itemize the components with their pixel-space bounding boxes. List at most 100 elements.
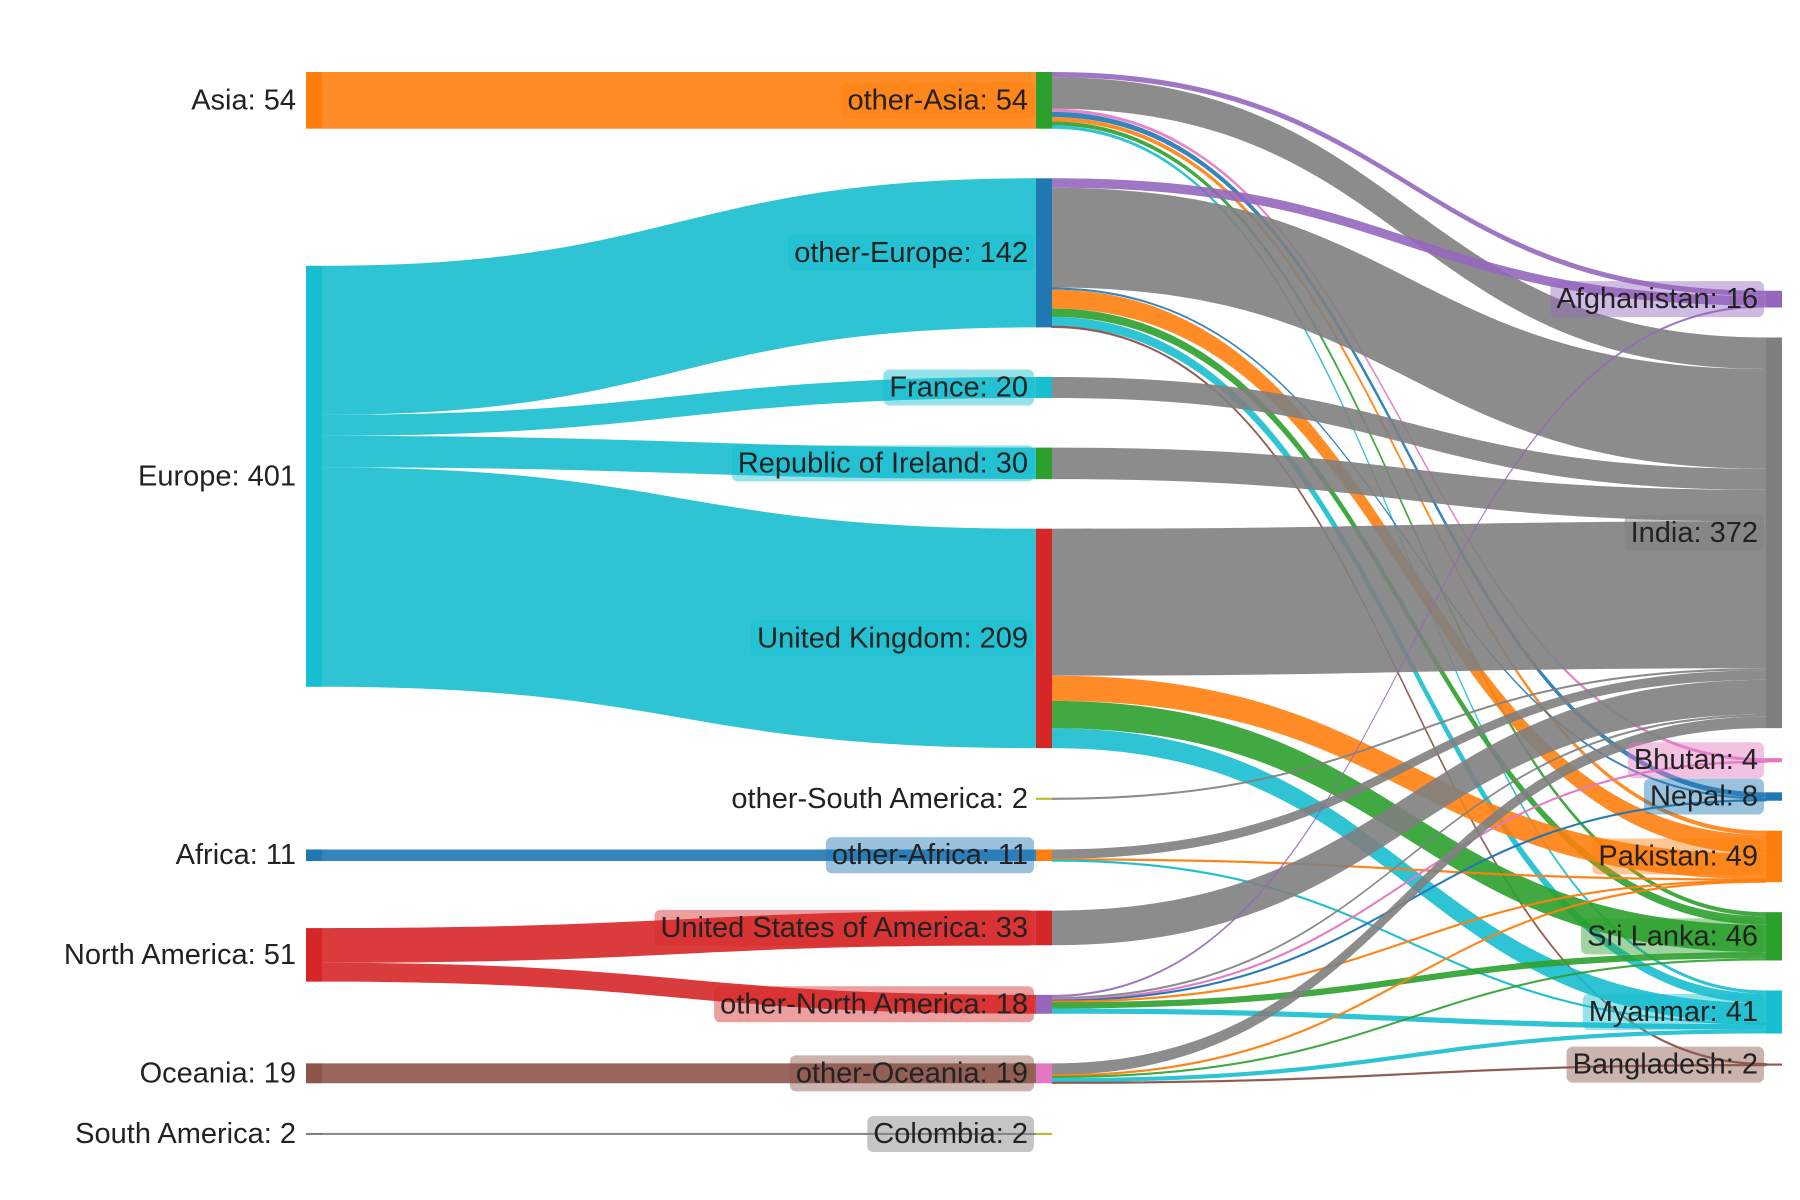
flow-link	[1052, 716, 1766, 1075]
label-background	[788, 234, 1034, 271]
label-background	[1627, 742, 1764, 779]
node-label: other-South America: 2	[731, 783, 1028, 815]
node-label: North America: 51	[64, 939, 296, 971]
node-label: Africa: 11	[176, 839, 296, 871]
flow-link	[322, 1132, 1036, 1135]
label-background	[1550, 281, 1764, 318]
node-label: United Kingdom: 209	[757, 622, 1028, 654]
links	[322, 72, 1767, 1135]
nodes	[306, 72, 1782, 1135]
node-label: Nepal: 8	[1650, 781, 1758, 813]
label-background	[789, 1055, 1034, 1092]
label-background	[867, 1115, 1034, 1152]
node-bar	[1036, 1132, 1052, 1135]
node-bar	[1766, 1063, 1782, 1066]
node-bar	[1766, 990, 1782, 1034]
node-label: Republic of Ireland: 30	[738, 447, 1028, 479]
node-label: India: 372	[1631, 517, 1758, 549]
flow-link	[1052, 958, 1766, 1079]
node-bar	[1036, 447, 1052, 480]
node-bar	[1766, 337, 1782, 729]
node-bar	[1766, 912, 1782, 961]
node-bar	[1766, 758, 1782, 763]
node-bar	[1036, 377, 1052, 398]
node-label: United States of America: 33	[660, 912, 1028, 944]
node-bar	[306, 928, 322, 982]
label-background	[1581, 918, 1764, 955]
label-background	[1643, 778, 1764, 815]
label-background	[1624, 514, 1764, 551]
node-bar	[306, 1063, 322, 1084]
flow-link	[1052, 377, 1766, 490]
node-label: Asia: 54	[191, 84, 296, 116]
label-background	[1582, 994, 1764, 1030]
node-bar	[306, 1132, 322, 1135]
node-label: Myanmar: 41	[1589, 996, 1758, 1028]
node-bar	[1036, 1063, 1052, 1084]
flow-link	[322, 910, 1036, 963]
node-label: other-Africa: 11	[832, 839, 1028, 871]
flow-link	[1052, 679, 1766, 946]
node-label: other-Asia: 54	[847, 84, 1028, 116]
node-label: Sri Lanka: 46	[1587, 920, 1758, 952]
node-label: Oceania: 19	[140, 1057, 296, 1089]
flow-link	[1052, 521, 1766, 676]
node-bar	[306, 72, 322, 129]
flow-link	[322, 849, 1036, 861]
node-label: Europe: 401	[138, 460, 296, 492]
label-background	[714, 986, 1034, 1023]
node-label: other-Europe: 142	[794, 237, 1028, 269]
flow-link	[322, 1063, 1036, 1084]
flow-link	[1052, 187, 1766, 469]
node-bar	[306, 849, 322, 861]
labels: Asia: 54 Europe: 401 Africa: 11 North Ameri…	[64, 82, 1764, 1152]
node-bar	[1766, 792, 1782, 801]
flow-link	[322, 435, 1036, 480]
node-label: other-Oceania: 19	[796, 1057, 1028, 1089]
label-background	[1592, 838, 1764, 875]
node-label: other-North America: 18	[720, 988, 1028, 1020]
flow-link	[1052, 670, 1766, 859]
node-bar	[306, 265, 322, 687]
label-background	[654, 909, 1034, 946]
node-bar	[1766, 830, 1782, 883]
node-bar	[1036, 178, 1052, 328]
flow-link	[322, 962, 1036, 1014]
flow-link	[1052, 714, 1766, 1000]
node-bar	[1036, 994, 1052, 1014]
node-label: Bangladesh: 2	[1573, 1049, 1758, 1081]
flow-link	[322, 72, 1036, 129]
flow-link	[1052, 121, 1766, 917]
node-label: Colombia: 2	[873, 1118, 1028, 1150]
node-bar	[1036, 797, 1052, 800]
flow-link	[1052, 447, 1766, 522]
node-bar	[1036, 528, 1052, 749]
node-label: Bhutan: 4	[1634, 744, 1758, 776]
flow-link	[322, 377, 1036, 436]
label-background	[751, 620, 1034, 657]
label-background	[841, 82, 1034, 119]
node-bar	[1036, 72, 1052, 129]
flow-link	[1052, 952, 1766, 1009]
node-label: France: 20	[889, 372, 1028, 404]
label-background	[1566, 1046, 1764, 1083]
flow-link	[322, 467, 1036, 749]
flow-link	[1051, 1063, 1767, 1084]
node-label: Afghanistan: 16	[1556, 283, 1758, 315]
flow-link	[1052, 72, 1766, 296]
flow-link	[1052, 668, 1766, 800]
flow-link	[1052, 178, 1766, 306]
label-background	[883, 369, 1034, 406]
flow-link	[1052, 77, 1766, 370]
label-background	[825, 837, 1034, 874]
node-label: South America: 2	[75, 1118, 296, 1150]
node-bar	[1036, 849, 1052, 861]
node-bar	[1036, 910, 1052, 946]
node-bar	[1766, 290, 1782, 308]
label-background	[731, 445, 1034, 482]
node-label: Pakistan: 49	[1598, 840, 1758, 872]
flow-link	[1052, 111, 1766, 798]
flow-link	[1052, 305, 1766, 997]
